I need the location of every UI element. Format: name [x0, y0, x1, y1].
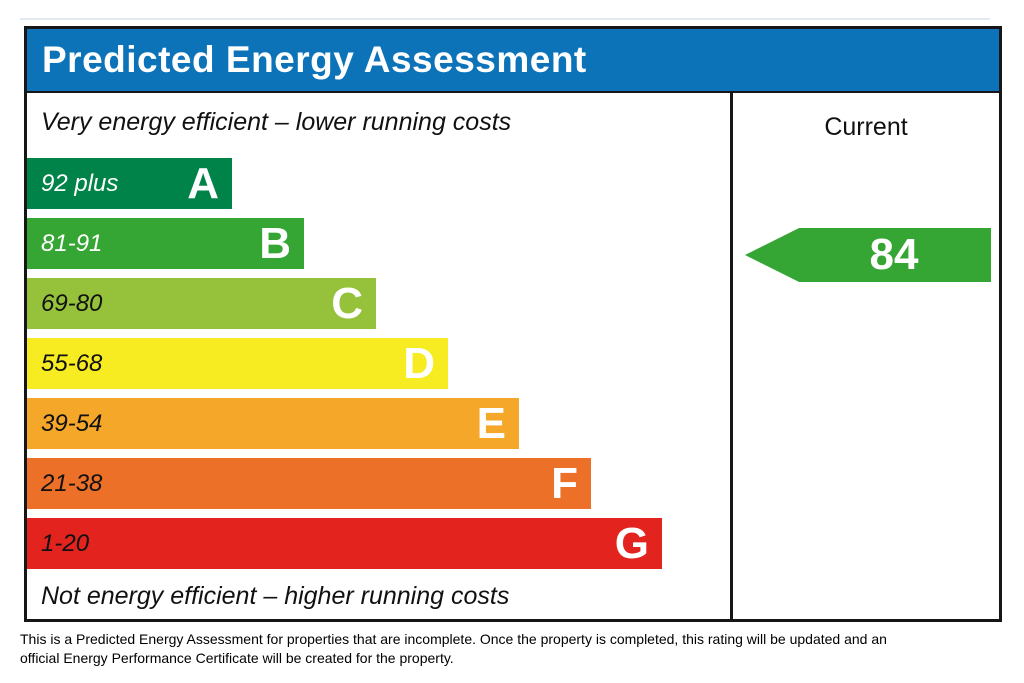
band-letter: G: [614, 519, 649, 568]
band-range-label: 1-20: [41, 529, 90, 557]
band-bar: 39-54 E: [27, 398, 519, 449]
band-bar: 81-91 B: [27, 218, 304, 269]
band-bar: 55-68 D: [27, 338, 448, 389]
predicted-energy-assessment-chart: Predicted Energy Assessment Very energy …: [24, 26, 1002, 622]
band-letter: E: [476, 399, 506, 448]
footer-note: This is a Predicted Energy Assessment fo…: [20, 630, 1004, 668]
band-range-label: 21-38: [41, 469, 103, 497]
top-caption: Very energy efficient – lower running co…: [41, 108, 512, 136]
band-letter: A: [187, 159, 219, 208]
band-row: 55-68 D: [27, 338, 730, 389]
band-row: 1-20 G: [27, 518, 730, 569]
band-range-label: 69-80: [41, 289, 103, 317]
current-rating-arrow: 84: [745, 228, 991, 282]
chart-body: Very energy efficient – lower running co…: [27, 93, 999, 619]
band-bar: 1-20 G: [27, 518, 662, 569]
band-row: 81-91 B: [27, 218, 730, 269]
band-letter: B: [259, 219, 291, 268]
bottom-caption: Not energy efficient – higher running co…: [41, 582, 510, 610]
footer-line-2: official Energy Performance Certificate …: [20, 650, 454, 666]
band-range-label: 39-54: [41, 409, 103, 437]
band-letter: F: [551, 459, 578, 508]
band-range-label: 55-68: [41, 349, 103, 377]
page-title: Predicted Energy Assessment: [42, 39, 587, 80]
band-bar: 69-80 C: [27, 278, 376, 329]
current-column: Current 84: [733, 93, 999, 619]
band-row: 69-80 C: [27, 278, 730, 329]
band-row: 92 plus A: [27, 158, 730, 209]
band-bar: 21-38 F: [27, 458, 591, 509]
current-column-header: Current: [824, 113, 908, 141]
band-range-label: 81-91: [41, 229, 103, 257]
current-rating-value: 84: [869, 230, 919, 279]
bands-container: 92 plus A 81-91 B 69-80 C 55-68 D 39-54 …: [27, 158, 730, 578]
band-letter: C: [331, 279, 363, 328]
band-bar: 92 plus A: [27, 158, 232, 209]
footer-line-1: This is a Predicted Energy Assessment fo…: [20, 631, 887, 647]
band-letter: D: [403, 339, 435, 388]
rating-scale: Very energy efficient – lower running co…: [27, 93, 733, 619]
chart-title-bar: Predicted Energy Assessment: [27, 29, 999, 93]
band-row: 39-54 E: [27, 398, 730, 449]
band-range-label: 92 plus: [41, 169, 119, 197]
band-row: 21-38 F: [27, 458, 730, 509]
top-divider-line: [20, 18, 990, 20]
